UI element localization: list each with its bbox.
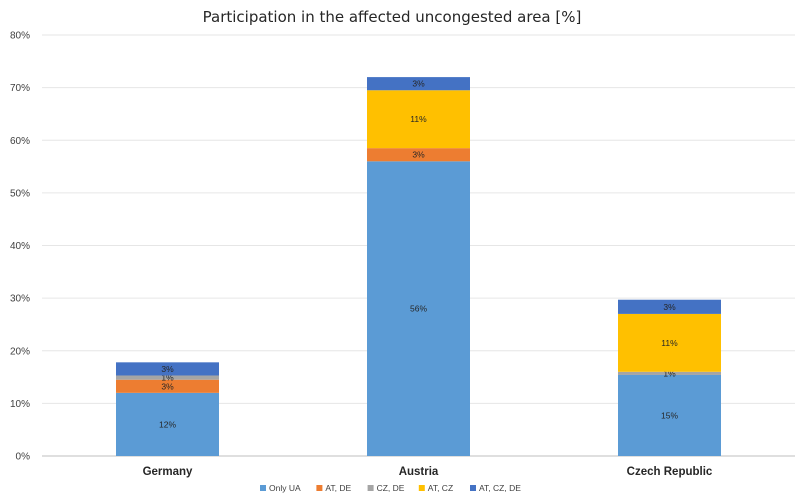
data-label: 11% (410, 114, 427, 124)
x-tick-label: Czech Republic (627, 466, 713, 478)
data-label: 56% (410, 304, 427, 314)
bar-segment (618, 313, 721, 372)
bar-segment (116, 379, 219, 393)
y-tick-label: 0% (16, 452, 31, 463)
data-label: 11% (661, 338, 678, 348)
y-tick-label: 20% (10, 346, 30, 357)
bar-segment (116, 375, 219, 380)
x-axis: Germany Austria Czech Republic (143, 466, 713, 478)
y-tick-label: 60% (10, 136, 30, 147)
legend-swatch (260, 485, 266, 491)
bars: 12%3%1%3%56%3%11%3%15%1%11%3% (116, 77, 721, 457)
legend-swatch (367, 485, 374, 491)
legend: Only UA AT, DE CZ, DE AT, CZ AT, CZ, DE (260, 483, 521, 493)
legend-label: AT, DE (325, 483, 351, 493)
x-tick-label: Germany (143, 466, 193, 478)
data-label: 15% (661, 410, 678, 420)
data-label: 1% (161, 373, 174, 383)
data-label: 3% (412, 150, 425, 160)
data-label: 1% (663, 368, 676, 378)
bar-segment (116, 392, 219, 456)
bar-segment (367, 148, 470, 162)
x-tick-label: Austria (399, 466, 439, 478)
legend-swatch (470, 485, 476, 491)
bar-segment (367, 161, 470, 457)
y-tick-label: 40% (10, 241, 30, 252)
data-label: 3% (161, 381, 174, 391)
data-label: 3% (161, 364, 174, 374)
chart-title: Participation in the affected uncongeste… (203, 8, 582, 26)
bar-segment (618, 374, 721, 456)
data-label: 12% (159, 419, 176, 429)
y-tick-label: 70% (10, 83, 30, 94)
y-tick-label: 10% (10, 399, 30, 410)
bar-segment (618, 299, 721, 314)
data-label: 3% (412, 79, 425, 89)
bar-segment (367, 90, 470, 149)
y-tick-label: 50% (10, 188, 30, 199)
bar-segment (618, 371, 721, 375)
legend-label: AT, CZ, DE (479, 483, 521, 493)
y-tick-label: 80% (10, 31, 30, 42)
legend-swatch (418, 485, 425, 491)
data-label: 3% (663, 302, 676, 312)
legend-label: CZ, DE (377, 483, 405, 493)
y-axis: 0% 10% 20% 30% 40% 50% 60% 70% 80% (10, 31, 30, 463)
bar-segment (116, 362, 219, 376)
legend-label: AT, CZ (428, 483, 453, 493)
legend-label: Only UA (269, 483, 301, 493)
bar-segment (367, 77, 470, 91)
legend-swatch (316, 485, 323, 491)
y-tick-label: 30% (10, 294, 30, 305)
